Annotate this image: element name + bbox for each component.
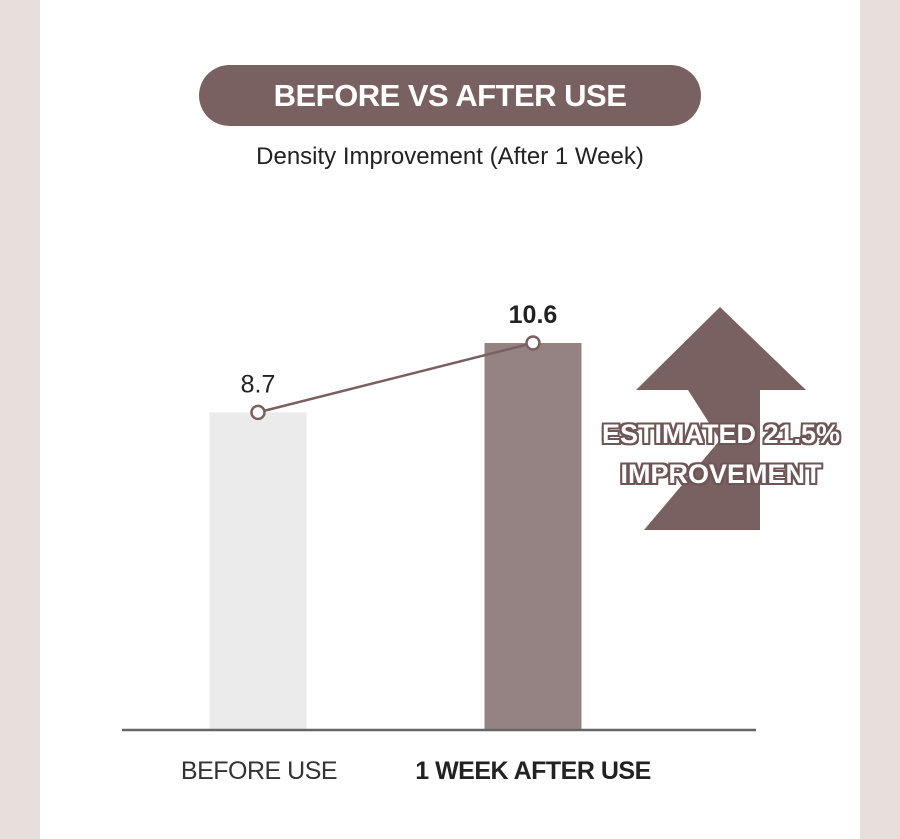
value-label-before-use: 8.7 [241, 370, 276, 398]
bar-before-use [209, 412, 307, 730]
callout-line-2: IMPROVEMENT [620, 459, 822, 489]
x-tick-label-before-use: BEFORE USE [180, 757, 338, 785]
bar-after-use [484, 343, 582, 730]
chart-subtitle: Density Improvement (After 1 Week) [256, 143, 644, 170]
badge-text: BEFORE VS AFTER USE [273, 77, 627, 113]
point-after-use [525, 335, 541, 351]
x-tick-label-after-use: 1 WEEK AFTER USE [415, 757, 651, 785]
improvement-callout: ESTIMATED 21.5% IMPROVEMENT [590, 414, 852, 494]
up-arrow-icon [636, 307, 806, 530]
point-before-use [250, 404, 266, 421]
header-badge: BEFORE VS AFTER USE [199, 65, 701, 126]
value-label-after-use: 10.6 [509, 301, 558, 329]
callout-line-1: ESTIMATED 21.5% [601, 419, 841, 449]
trend-line [257, 341, 534, 414]
